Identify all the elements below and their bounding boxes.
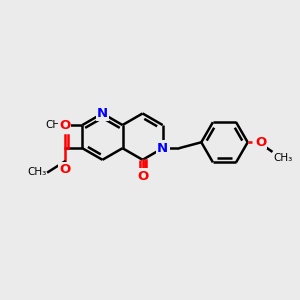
Text: O: O <box>59 119 70 132</box>
Text: CH₃: CH₃ <box>28 167 47 177</box>
Text: O: O <box>59 163 70 176</box>
Text: N: N <box>97 107 108 120</box>
Text: O: O <box>137 170 148 183</box>
Text: N: N <box>157 142 168 155</box>
Text: CH₃: CH₃ <box>45 120 64 130</box>
Text: O: O <box>255 136 266 149</box>
Text: CH₃: CH₃ <box>273 153 292 163</box>
